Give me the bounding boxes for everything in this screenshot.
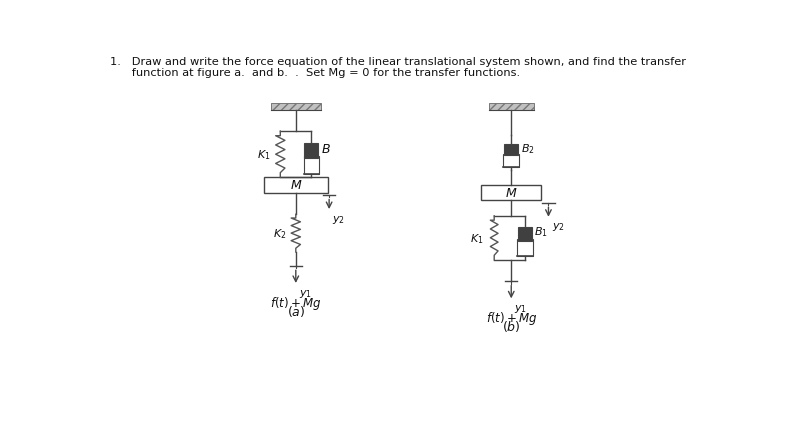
Bar [480, 186, 540, 201]
Bar [517, 240, 532, 256]
Text: $K_2$: $K_2$ [273, 227, 286, 240]
Bar [503, 154, 519, 167]
Bar [271, 104, 320, 111]
Bar [304, 144, 318, 158]
Text: $y_2$: $y_2$ [332, 213, 344, 225]
Text: $(a)$: $(a)$ [286, 303, 304, 318]
Text: $K_1$: $K_1$ [257, 148, 271, 162]
Bar [503, 145, 518, 156]
Text: $(b)$: $(b)$ [501, 319, 520, 334]
Text: $B_2$: $B_2$ [520, 142, 535, 156]
Text: $y_2$: $y_2$ [551, 221, 564, 233]
Text: $K_1$: $K_1$ [469, 231, 483, 245]
Text: $f(t) + Mg$: $f(t) + Mg$ [485, 309, 536, 326]
Text: $M$: $M$ [504, 187, 517, 200]
Text: $B_1$: $B_1$ [534, 225, 548, 239]
Bar [263, 178, 327, 193]
Text: $y_1$: $y_1$ [514, 302, 527, 314]
Bar [488, 104, 533, 111]
Text: function at figure a.  and b.  .  Set Mg = 0 for the transfer functions.: function at figure a. and b. . Set Mg = … [110, 68, 520, 78]
Text: $B$: $B$ [320, 142, 330, 155]
Text: $f(t) + Mg$: $f(t) + Mg$ [270, 294, 321, 311]
Text: $y_1$: $y_1$ [299, 287, 312, 299]
Bar [518, 227, 532, 242]
Bar [304, 157, 319, 174]
Text: 1.   Draw and write the force equation of the linear translational system shown,: 1. Draw and write the force equation of … [110, 57, 685, 67]
Text: $M$: $M$ [289, 179, 302, 192]
